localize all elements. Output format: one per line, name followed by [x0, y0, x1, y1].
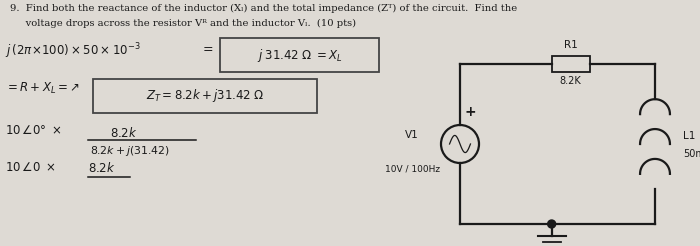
Text: $8.2k$: $8.2k$: [110, 126, 137, 140]
Text: 9.  Find both the reactance of the inductor (Xₗ) and the total impedance (Zᵀ) of: 9. Find both the reactance of the induct…: [10, 4, 517, 13]
Text: $= R + X_L =\!\nearrow$: $= R + X_L =\!\nearrow$: [5, 81, 80, 96]
Circle shape: [547, 220, 556, 228]
Text: voltage drops across the resistor Vᴿ and the inductor Vₗ.  (10 pts): voltage drops across the resistor Vᴿ and…: [10, 19, 356, 28]
Text: $8.2k$: $8.2k$: [88, 161, 116, 175]
Text: 50mH: 50mH: [683, 149, 700, 159]
Text: 8.2K: 8.2K: [560, 76, 582, 86]
Text: L1: L1: [683, 131, 695, 141]
Text: R1: R1: [564, 40, 577, 50]
Text: V1: V1: [405, 130, 419, 140]
Bar: [552, 56, 589, 72]
Text: $8.2k + j(31.42)$: $8.2k + j(31.42)$: [90, 144, 170, 158]
FancyBboxPatch shape: [220, 38, 379, 72]
Text: 10V / 100Hz: 10V / 100Hz: [385, 164, 440, 173]
Text: $10\,\angle 0\;\times$: $10\,\angle 0\;\times$: [5, 161, 55, 174]
Text: $j\,(2\pi\!\times\!100)\times 50\times 10^{-3}$: $j\,(2\pi\!\times\!100)\times 50\times 1…: [5, 41, 141, 61]
FancyBboxPatch shape: [93, 79, 317, 113]
Text: $10\,\angle 0°\;\times$: $10\,\angle 0°\;\times$: [5, 124, 62, 137]
Text: $=$: $=$: [200, 41, 214, 54]
Text: $j\;31.42\;\Omega\;=X_L$: $j\;31.42\;\Omega\;=X_L$: [257, 46, 342, 63]
Text: $Z_T = 8.2k + j31.42\;\Omega$: $Z_T = 8.2k + j31.42\;\Omega$: [146, 88, 264, 105]
Text: +: +: [465, 105, 477, 119]
